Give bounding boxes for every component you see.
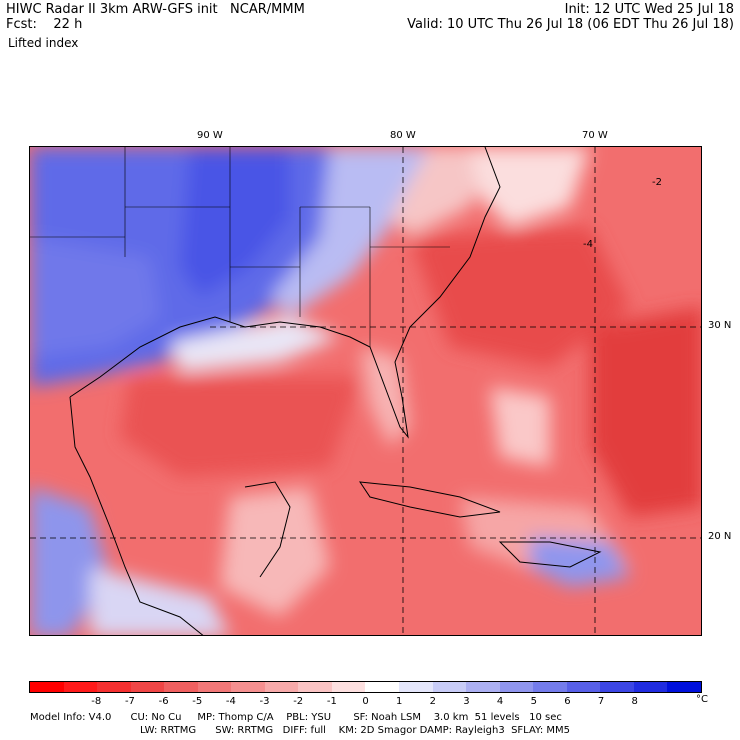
forecast-hour: Fcst: 22 h (6, 17, 83, 32)
colorbar-segment (97, 682, 131, 692)
colorbar-tick-label: -5 (192, 696, 203, 707)
map-canvas: -2 -4 (30, 147, 701, 635)
colorbar-segment (30, 682, 64, 692)
lat-label-20n: 20 N (708, 531, 732, 542)
contour-label-neg4: -4 (583, 239, 593, 250)
lon-label-70w: 70 W (582, 130, 608, 141)
contour-label-neg2: -2 (652, 177, 662, 188)
model-info-line2: LW: RRTMG SW: RRTMG DIFF: full KM: 2D Sm… (140, 725, 570, 736)
colorbar-tick-label: -8 (91, 696, 102, 707)
colorbar-segment (298, 682, 332, 692)
colorbar-tick-label: 5 (530, 696, 537, 707)
colorbar-segment (432, 682, 467, 692)
colorbar-segment (499, 682, 534, 692)
colorbar-tick-label: 1 (395, 696, 403, 707)
colorbar-segment (600, 682, 634, 692)
colorbar-segment (399, 682, 433, 692)
lifted-index-map: -2 -4 (29, 146, 702, 636)
model-title: HIWC Radar II 3km ARW-GFS init NCAR/MMM (6, 2, 305, 17)
lon-label-90w: 90 W (197, 130, 223, 141)
shading-layer (30, 147, 701, 635)
lon-label-80w: 80 W (390, 130, 416, 141)
colorbar-tick-label: -7 (124, 696, 135, 707)
colorbar-segment (164, 682, 198, 692)
graticule (30, 147, 701, 635)
model-info-line1: Model Info: V4.0 CU: No Cu MP: Thomp C/A… (30, 712, 562, 723)
colorbar-segment (264, 682, 299, 692)
coastlines (69, 147, 602, 635)
colorbar-tick-label: -4 (225, 696, 236, 707)
colorbar-segment (633, 682, 668, 692)
colorbar-tick-label: 6 (564, 696, 571, 707)
colorbar-segment (566, 682, 601, 692)
colorbar-segment (533, 682, 567, 692)
colorbar-segment (197, 682, 232, 692)
field-name: Lifted index (8, 36, 79, 50)
state-borders (30, 147, 450, 347)
colorbar-segment (231, 682, 265, 692)
colorbar-segment (466, 682, 500, 692)
colorbar-tick-label: 8 (631, 696, 638, 707)
init-time: Init: 12 UTC Wed 25 Jul 18 (564, 2, 734, 17)
lat-label-30n: 30 N (708, 320, 732, 331)
colorbar-tick-label: 4 (496, 696, 504, 707)
colorbar-tick-label: 3 (463, 696, 470, 707)
colorbar-segment (667, 682, 701, 692)
colorbar-segment (331, 682, 366, 692)
valid-time: Valid: 10 UTC Thu 26 Jul 18 (06 EDT Thu … (407, 17, 734, 32)
colorbar-tick-label: -1 (326, 696, 337, 707)
colorbar-tick-label: -6 (158, 696, 169, 707)
colorbar-tick-label: 2 (429, 696, 436, 707)
colorbar-tick-label: 7 (597, 696, 605, 707)
colorbar-unit: °C (696, 694, 708, 705)
colorbar-tick-label: -2 (293, 696, 304, 707)
colorbar-tick-label: 0 (362, 696, 369, 707)
colorbar (29, 681, 702, 693)
colorbar-segment (130, 682, 165, 692)
colorbar-segment (365, 682, 400, 692)
colorbar-tick-label: -3 (259, 696, 270, 707)
colorbar-segment (63, 682, 98, 692)
